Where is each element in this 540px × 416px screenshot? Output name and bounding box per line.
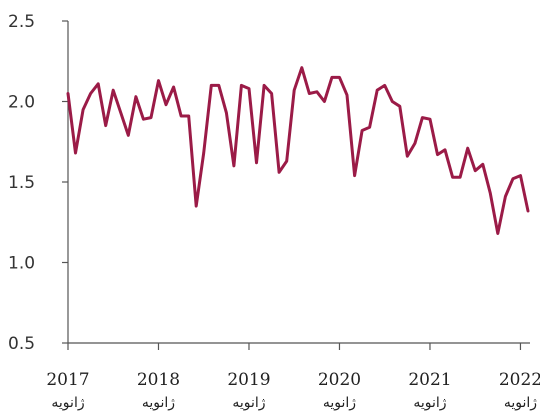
data-point xyxy=(225,111,228,114)
data-point xyxy=(376,89,379,92)
data-point xyxy=(217,84,220,87)
data-point xyxy=(323,100,326,103)
data-point xyxy=(511,177,514,180)
data-point xyxy=(142,118,145,121)
data-point xyxy=(474,169,477,172)
data-point xyxy=(210,84,213,87)
plot-area xyxy=(66,66,530,235)
data-point xyxy=(429,118,432,121)
data-point xyxy=(240,84,243,87)
series-line xyxy=(66,66,530,235)
data-point xyxy=(248,87,251,90)
data-point xyxy=(172,86,175,89)
data-point xyxy=(232,164,235,167)
data-point xyxy=(104,124,107,127)
data-point xyxy=(263,84,266,87)
data-point xyxy=(451,176,454,179)
x-tick-year-label: 2018 xyxy=(137,370,180,390)
data-point xyxy=(519,174,522,177)
y-tick-label: 1.0 xyxy=(8,254,35,274)
data-point xyxy=(330,76,333,79)
data-point xyxy=(466,147,469,150)
x-tick-year-label: 2020 xyxy=(318,370,361,390)
data-point xyxy=(67,92,70,95)
data-point xyxy=(383,84,386,87)
data-point xyxy=(157,79,160,82)
x-tick-year-label: 2017 xyxy=(46,370,89,390)
x-tick-year-label: 2021 xyxy=(408,370,451,390)
y-axis: 2.5 2.0 1.5 1.0 0.5 xyxy=(8,12,69,354)
data-point xyxy=(285,160,288,163)
y-tick-label: 2.5 xyxy=(8,12,35,32)
x-tick-month-label: ژانویه xyxy=(232,395,265,411)
data-point xyxy=(489,192,492,195)
x-axis: 2017 ژانویه 2018 ژانویه 2019 ژانویه 2020 ژانویه… xyxy=(46,342,540,411)
x-tick-month-label: ژانویه xyxy=(323,395,356,411)
data-point xyxy=(504,195,507,198)
data-point xyxy=(270,92,273,95)
data-point xyxy=(89,92,92,95)
x-tick-year-label: 2022 xyxy=(499,370,540,390)
data-point xyxy=(459,176,462,179)
data-point xyxy=(444,148,447,151)
data-point xyxy=(406,155,409,158)
data-point xyxy=(82,108,85,111)
x-tick-month-label: ژانویه xyxy=(142,395,175,411)
data-point xyxy=(97,82,100,85)
data-point xyxy=(165,103,168,106)
y-tick-label: 2.0 xyxy=(8,93,35,113)
data-point xyxy=(398,105,401,108)
data-point xyxy=(202,152,205,155)
y-tick-label: 1.5 xyxy=(8,173,35,193)
data-point xyxy=(134,95,137,98)
data-point xyxy=(353,174,356,177)
data-point xyxy=(74,152,77,155)
data-point xyxy=(308,92,311,95)
x-tick-month-label: ژانویه xyxy=(504,395,537,411)
data-point xyxy=(338,76,341,79)
x-tick-month-label: ژانویه xyxy=(51,395,84,411)
x-tick-year-label: 2019 xyxy=(227,370,270,390)
data-point xyxy=(368,126,371,129)
data-point xyxy=(187,115,190,118)
data-point xyxy=(481,163,484,166)
data-point xyxy=(391,100,394,103)
data-point xyxy=(195,205,198,208)
y-tick-label: 0.5 xyxy=(8,334,35,354)
data-point xyxy=(496,232,499,235)
data-point xyxy=(300,66,303,69)
data-point xyxy=(255,161,258,164)
x-tick-month-label: ژانویه xyxy=(413,395,446,411)
data-point xyxy=(127,134,130,137)
data-point xyxy=(527,210,530,213)
data-point xyxy=(119,111,122,114)
data-point xyxy=(421,116,424,119)
data-point xyxy=(315,90,318,93)
data-point xyxy=(436,153,439,156)
data-point xyxy=(346,94,349,97)
data-point xyxy=(413,142,416,145)
data-point xyxy=(112,89,115,92)
data-point xyxy=(180,115,183,118)
data-point xyxy=(293,89,296,92)
data-point xyxy=(278,171,281,174)
data-point xyxy=(361,129,364,132)
data-point xyxy=(150,116,153,119)
